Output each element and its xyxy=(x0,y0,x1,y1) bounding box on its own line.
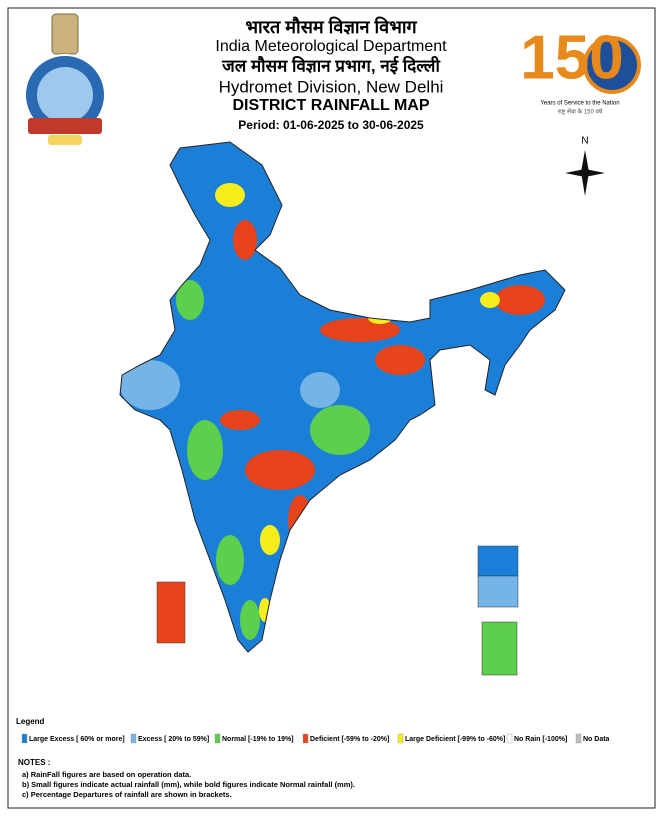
legend-swatch xyxy=(214,733,221,744)
legend: Large Excess [ 60% or more] Excess [ 20% … xyxy=(21,733,610,744)
legend-label: Normal [-19% to 19%] xyxy=(222,736,294,743)
legend-swatch xyxy=(575,733,582,744)
map-region xyxy=(176,280,204,320)
period: Period: 01-06-2025 to 30-06-2025 xyxy=(238,118,424,132)
map-region xyxy=(240,600,260,640)
logo-number: 150 xyxy=(520,23,623,92)
legend-label: Excess [ 20% to 59%] xyxy=(138,736,209,743)
subtitle: Hydromet Division, New Delhi xyxy=(219,77,444,96)
map-region xyxy=(233,220,257,260)
notes-title: NOTES : xyxy=(18,758,50,767)
compass-label: N xyxy=(581,136,588,147)
logo-tagline: Years of Service to the Nation xyxy=(540,101,619,107)
notes: a) RainFall figures are based on operati… xyxy=(22,770,355,799)
lakshadweep xyxy=(156,581,186,644)
map-region xyxy=(216,535,244,585)
legend-label: No Data xyxy=(583,736,610,743)
map-region xyxy=(260,525,280,555)
map-region xyxy=(300,372,340,408)
legend-swatch xyxy=(506,733,513,744)
anniversary-logo: 150 Years of Service to the Nation राष्ट… xyxy=(520,23,641,116)
legend-title: Legend xyxy=(16,717,45,726)
logo-tagline-hindi: राष्ट्र सेवा के 150 वर्ष xyxy=(558,108,604,116)
legend-swatch xyxy=(130,733,137,744)
map-region xyxy=(480,292,500,308)
andaman-north xyxy=(477,545,519,577)
map-region xyxy=(495,285,545,315)
map-region xyxy=(220,410,260,430)
map-region xyxy=(245,450,315,490)
note: c) Percentage Departures of rainfall are… xyxy=(22,790,232,799)
legend-swatch xyxy=(397,733,404,744)
andaman-south xyxy=(477,575,519,608)
map-region xyxy=(375,345,425,375)
map-region xyxy=(310,405,370,455)
nicobar xyxy=(481,621,518,676)
note: a) RainFall figures are based on operati… xyxy=(22,770,191,779)
legend-label: No Rain [-100%] xyxy=(514,736,567,743)
compass: N xyxy=(565,136,605,196)
map-region xyxy=(215,183,245,207)
legend-swatch xyxy=(21,733,28,744)
legend-label: Large Excess [ 60% or more] xyxy=(29,736,125,743)
legend-label: Deficient [-59% to -20%] xyxy=(310,736,389,743)
imd-emblem xyxy=(24,13,106,145)
map-title: DISTRICT RAINFALL MAP xyxy=(232,97,429,114)
map-region xyxy=(160,142,240,178)
title-hindi: भारत मौसम विज्ञान विभाग xyxy=(245,16,417,37)
map-region xyxy=(120,360,180,410)
legend-swatch xyxy=(302,733,309,744)
subtitle-hindi: जल मौसम विज्ञान प्रभाग, नई दिल्ली xyxy=(221,55,440,75)
legend-label: Large Deficient [-99% to -60%] xyxy=(405,736,505,743)
map-region xyxy=(187,420,223,480)
note: b) Small figures indicate actual rainfal… xyxy=(22,780,355,789)
title: India Meteorological Department xyxy=(215,38,447,55)
